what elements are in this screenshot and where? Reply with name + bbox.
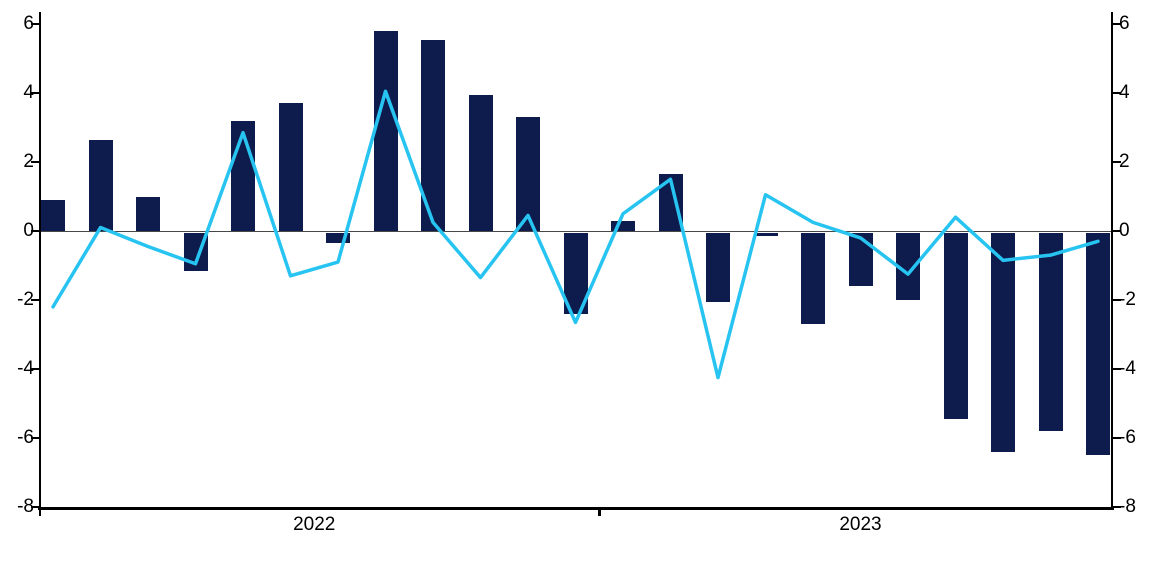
x-tick-label-2022: 2022 xyxy=(293,514,336,535)
x-tick-year-boundary xyxy=(598,509,601,516)
y-tick-left xyxy=(31,436,39,440)
y-tick-right xyxy=(1113,436,1121,440)
y-tick-label-left: -8 xyxy=(17,496,34,517)
y-tick-label-left: -4 xyxy=(17,358,34,379)
x-tick-label-2023: 2023 xyxy=(839,514,882,535)
y-tick-label-left: 0 xyxy=(23,220,34,241)
bar-yoy xyxy=(88,139,113,231)
y-tick-label-left: 4 xyxy=(23,82,34,103)
bar-yoy xyxy=(611,220,635,231)
y-tick-label-right: 6 xyxy=(1119,13,1130,34)
y-tick-left xyxy=(31,229,39,233)
y-tick-right xyxy=(1113,22,1121,26)
y-tick-left xyxy=(31,160,39,164)
bar-yoy xyxy=(1086,232,1110,456)
y-tick-label-right: -2 xyxy=(1119,289,1136,310)
y-tick-left xyxy=(31,505,39,509)
bar-yoy xyxy=(1038,232,1063,432)
y-tick-right xyxy=(1113,298,1121,302)
y-tick-label-right: -6 xyxy=(1119,427,1136,448)
left-axis-spine xyxy=(38,12,42,510)
bar-yoy xyxy=(943,232,968,420)
y-tick-left xyxy=(31,91,39,95)
y-tick-label-left: 2 xyxy=(23,151,34,172)
bar-yoy xyxy=(516,117,540,231)
legend: Industrial Production (% YoY) Industrial… xyxy=(0,548,1151,579)
y-tick-right xyxy=(1113,160,1121,164)
bar-yoy xyxy=(848,232,873,287)
bar-yoy xyxy=(753,232,778,237)
x-tick-year-start xyxy=(38,509,42,516)
y-tick-left xyxy=(31,367,39,371)
y-tick-label-right: -4 xyxy=(1119,358,1136,379)
y-tick-label-left: -2 xyxy=(17,289,34,310)
y-tick-left xyxy=(31,298,39,302)
bar-yoy xyxy=(373,30,398,231)
y-tick-label-right: 4 xyxy=(1119,82,1130,103)
bar-yoy xyxy=(231,120,255,231)
bottom-axis-spine xyxy=(38,507,1114,510)
zero-line xyxy=(41,230,1111,232)
line-mom xyxy=(51,89,1100,380)
y-tick-right xyxy=(1113,367,1121,371)
y-tick-label-right: 2 xyxy=(1119,151,1130,172)
bar-yoy xyxy=(326,232,350,244)
y-tick-label-left: 6 xyxy=(23,13,34,34)
right-axis-spine xyxy=(1110,12,1114,510)
bar-yoy xyxy=(136,196,160,231)
bar-yoy xyxy=(706,232,730,302)
bar-yoy xyxy=(41,199,65,231)
bar-yoy xyxy=(278,103,303,231)
bar-yoy xyxy=(468,94,493,231)
y-tick-label-right: -8 xyxy=(1119,496,1136,517)
y-tick-label-left: -6 xyxy=(17,427,34,448)
y-tick-left xyxy=(31,22,39,26)
bar-yoy xyxy=(801,232,825,325)
y-tick-right xyxy=(1113,229,1121,233)
y-tick-right xyxy=(1113,505,1121,509)
bar-yoy xyxy=(991,232,1015,452)
y-tick-right xyxy=(1113,91,1121,95)
y-tick-label-right: 0 xyxy=(1119,220,1130,241)
